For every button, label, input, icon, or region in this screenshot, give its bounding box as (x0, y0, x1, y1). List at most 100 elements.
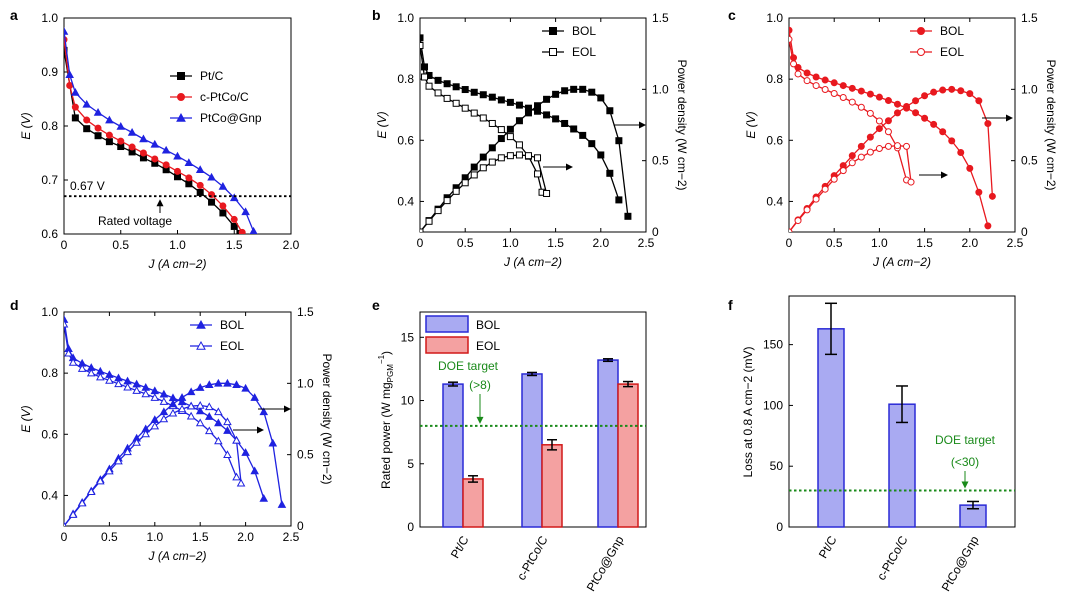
data-point (184, 158, 194, 166)
data-point (77, 364, 87, 372)
data-point (549, 48, 557, 56)
series-eol-power (64, 400, 246, 526)
data-point (195, 383, 205, 391)
data-point (461, 179, 469, 187)
data-point (461, 104, 469, 112)
doe-target-label: DOE target (935, 433, 996, 447)
y-axis-label: Loss at 0.8 A cm−2 (mV) (741, 346, 755, 477)
plot-area (420, 34, 632, 232)
y-axis-label: E (V) (19, 405, 33, 432)
data-point (588, 88, 596, 96)
data-point (168, 399, 178, 408)
data-point (921, 114, 929, 122)
y-axis-label: Rated power (W mgPGM−1) (377, 351, 395, 489)
legend-label: EOL (940, 45, 964, 59)
data-point (794, 217, 802, 225)
data-point (64, 319, 69, 328)
data-point (241, 383, 250, 392)
data-point (957, 87, 965, 95)
data-point (506, 152, 514, 160)
arrow-head (639, 121, 646, 129)
data-point (150, 421, 160, 430)
data-point (71, 103, 79, 111)
series-eol-voltage (64, 319, 241, 481)
x-tick-label: 2.0 (961, 236, 978, 250)
y-tick-label: 0 (776, 520, 783, 534)
data-point (506, 133, 514, 141)
data-point (452, 187, 460, 195)
data-point (421, 73, 429, 81)
data-point (71, 88, 80, 96)
data-point (930, 120, 938, 128)
series-eol-voltage (420, 42, 546, 196)
data-point (624, 212, 632, 220)
data-point (821, 76, 829, 84)
data-point (479, 114, 487, 122)
y-tick-label: 50 (770, 459, 784, 473)
data-point (105, 115, 114, 124)
y2-tick-label: 0.5 (297, 448, 314, 462)
data-point (866, 90, 874, 98)
data-point (116, 122, 126, 130)
data-point (803, 69, 811, 77)
legend-swatch-eol (425, 336, 469, 354)
data-point (606, 169, 614, 177)
data-point (515, 117, 523, 125)
series-bol-power (789, 85, 996, 232)
data-point (117, 137, 125, 145)
data-point (238, 228, 246, 234)
data-point (570, 125, 578, 133)
data-point (848, 84, 856, 92)
arrow-head (566, 163, 573, 171)
data-point (83, 116, 91, 124)
data-point (141, 429, 151, 438)
data-point (552, 115, 560, 123)
data-point (866, 148, 874, 156)
data-point (132, 438, 141, 446)
data-point (497, 135, 505, 143)
data-point (515, 101, 523, 109)
x-tick-label: 0 (61, 238, 68, 252)
data-point (86, 368, 96, 377)
legend: BOL EOL (425, 315, 500, 354)
data-point (839, 167, 847, 175)
data-point (984, 120, 992, 128)
data-point (903, 142, 911, 150)
panel-c: 0 0.5 1.0 1.5 2.0 2.5 0.4 0.6 0.8 1.0 0 0.5 1.0 1.5 Po… (744, 11, 1058, 269)
y2-tick-label: 0 (297, 519, 304, 533)
data-point (196, 340, 206, 350)
data-point (812, 82, 820, 90)
data-point (86, 487, 96, 496)
x-tick-label: 1.0 (871, 236, 888, 250)
data-point (141, 389, 151, 398)
data-point (912, 109, 920, 117)
data-point (204, 380, 214, 389)
plot-frame (788, 17, 1016, 233)
data-point (988, 192, 996, 200)
data-point (821, 86, 829, 94)
data-point (921, 92, 929, 100)
legend: Pt/C c-PtCo/C PtCo@Gnp (170, 69, 262, 125)
data-point (64, 521, 67, 526)
data-point (966, 90, 974, 98)
data-point (64, 27, 69, 35)
data-point (789, 35, 793, 43)
data-point (948, 85, 956, 93)
data-point (105, 466, 114, 475)
y2-tick-label: 1.0 (652, 82, 669, 96)
data-point (223, 450, 232, 459)
data-point (105, 138, 113, 146)
data-point (812, 73, 820, 81)
legend-label: BOL (476, 318, 500, 332)
y-tick-label: 0.8 (41, 119, 58, 133)
data-point (857, 142, 865, 150)
data-point (975, 188, 983, 196)
series-line (420, 88, 629, 232)
plot-frame (419, 17, 647, 233)
data-point (232, 380, 241, 389)
data-point (420, 42, 424, 50)
data-point (236, 478, 246, 487)
data-point (195, 418, 205, 427)
arrow-head (961, 481, 969, 489)
y-tick-label: 0.4 (397, 194, 414, 208)
